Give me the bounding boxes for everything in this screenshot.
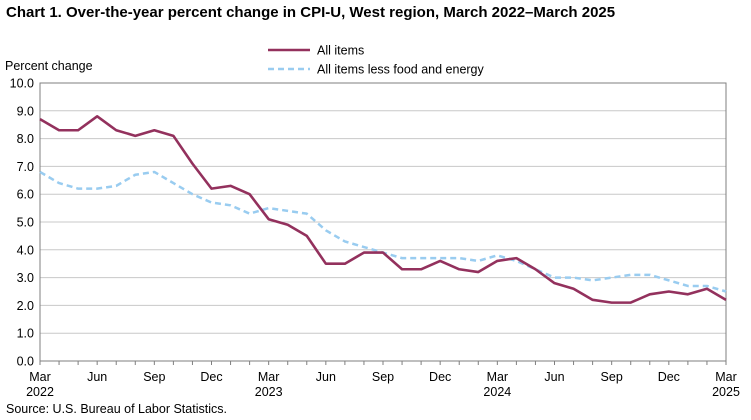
x-tick-label-month: Mar [487, 370, 509, 384]
x-tick-label-month: Sep [601, 370, 623, 384]
x-tick-label-month: Dec [200, 370, 222, 384]
x-tick-label-month: Mar [29, 370, 51, 384]
source-note: Source: U.S. Bureau of Labor Statistics. [6, 402, 227, 416]
chart-title: Chart 1. Over-the-year percent change in… [6, 4, 616, 21]
gridlines [39, 82, 727, 362]
y-tick-label: 2.0 [17, 299, 34, 313]
y-tick-label: 3.0 [17, 271, 34, 285]
y-tick-label: 10.0 [10, 77, 34, 91]
x-tick-label-month: Sep [372, 370, 394, 384]
x-tick-label-month: Sep [143, 370, 165, 384]
x-tick-label-year: 2024 [483, 385, 511, 399]
x-tick-label-month: Jun [87, 370, 107, 384]
x-tick-label-month: Jun [316, 370, 336, 384]
y-tick-label: 5.0 [17, 216, 34, 230]
legend: All items All items less food and energy [268, 44, 485, 77]
y-tick-label: 0.0 [17, 355, 34, 369]
y-axis-label: Percent change [5, 59, 93, 73]
x-tick-label-month: Jun [544, 370, 564, 384]
x-tick-label-year: 2023 [255, 385, 283, 399]
x-tick-label-year: 2025 [712, 385, 740, 399]
y-tick-label: 7.0 [17, 160, 34, 174]
series-line-all-items-less-food-and-energy [39, 170, 727, 293]
x-tick-label-month: Mar [715, 370, 737, 384]
x-tick-label-month: Dec [658, 370, 680, 384]
x-tick-label-year: 2022 [26, 385, 54, 399]
y-tick-label: 8.0 [17, 132, 34, 146]
data-series [39, 115, 727, 304]
y-axis: 0.0 1.0 2.0 3.0 4.0 5.0 6.0 7.0 8.0 9.0 10.0 [10, 77, 34, 369]
series-line-all-items [39, 115, 727, 304]
y-tick-label: 6.0 [17, 188, 34, 202]
y-tick-label: 1.0 [17, 327, 34, 341]
y-tick-label: 4.0 [17, 243, 34, 257]
y-tick-label: 9.0 [17, 104, 34, 118]
legend-label: All items less food and energy [317, 63, 485, 77]
legend-label: All items [317, 44, 364, 58]
x-tick-label-month: Mar [258, 370, 280, 384]
x-tick-label-month: Dec [429, 370, 451, 384]
